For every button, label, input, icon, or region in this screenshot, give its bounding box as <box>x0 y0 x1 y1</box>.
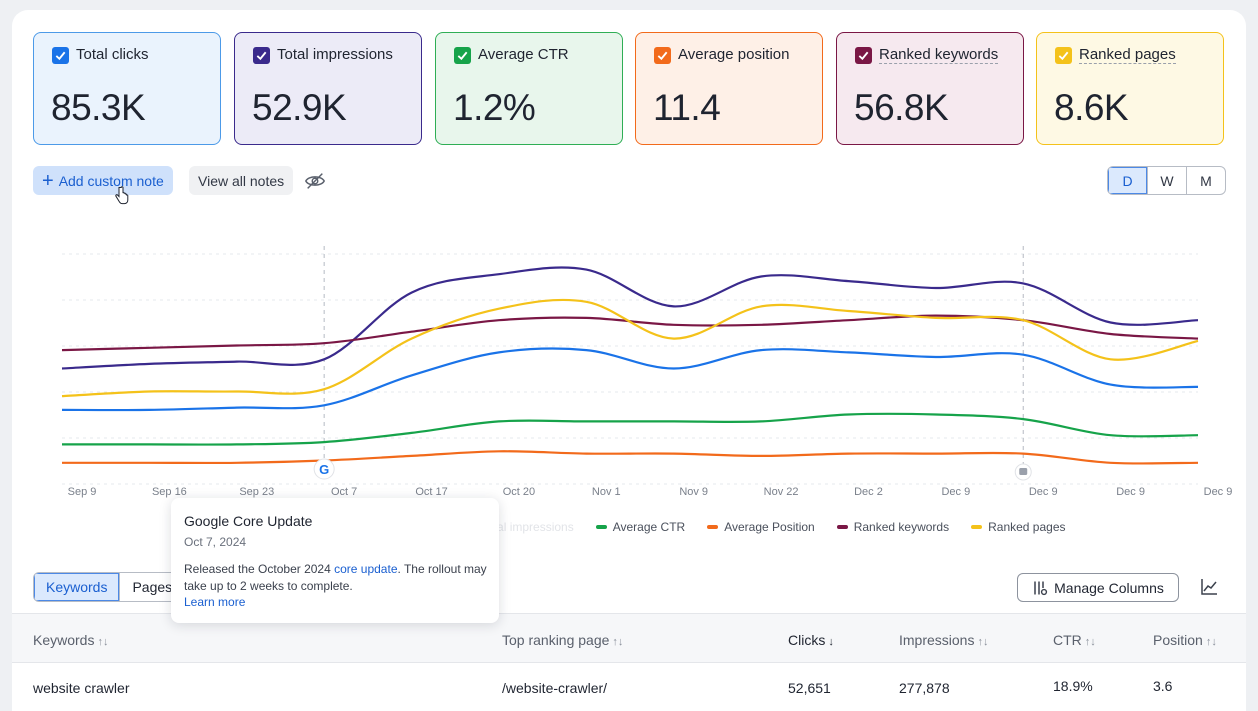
add-custom-note-label: Add custom note <box>58 172 164 189</box>
checkbox-checked-icon[interactable] <box>654 47 671 64</box>
legend-swatch <box>971 525 983 529</box>
hide-notes-icon[interactable] <box>304 170 326 192</box>
column-header-top-ranking-page[interactable]: Top ranking page ↑↓ <box>502 632 624 648</box>
checkbox-checked-icon[interactable] <box>855 47 872 64</box>
metric-label: Average position <box>678 46 790 63</box>
column-header-ctr[interactable]: CTR ↑↓ <box>1053 632 1096 648</box>
legend-swatch <box>836 525 848 529</box>
metric-card-average-position[interactable]: Average position 11.4 <box>635 32 823 145</box>
cell-impressions: 277,878 <box>899 680 950 696</box>
dashboard-panel: Total clicks 85.3K Total impressions 52.9K A… <box>12 10 1246 711</box>
checkbox-checked-icon[interactable] <box>52 47 69 64</box>
x-tick-label: Nov 22 <box>764 486 799 498</box>
learn-more-link[interactable]: Learn more <box>184 595 246 609</box>
metric-card-total-clicks[interactable]: Total clicks 85.3K <box>33 32 221 145</box>
cell-ctr: 18.9% <box>1053 678 1093 694</box>
legend-item-average-ctr[interactable]: Average CTR <box>595 520 686 534</box>
series-line-total-impressions[interactable] <box>61 266 1199 370</box>
manage-columns-button[interactable]: Manage Columns <box>1017 573 1179 602</box>
checkbox-checked-icon[interactable] <box>454 47 471 64</box>
x-tick-label: Oct 17 <box>415 486 447 498</box>
cell-clicks: 52,651 <box>788 680 831 696</box>
performance-chart: Sep 9 Sep 16 Sep 23 Oct 7 Oct 17 Oct 20 Nov 1 N… <box>61 246 1233 498</box>
metric-card-average-ctr[interactable]: Average CTR 1.2% <box>435 32 623 145</box>
metric-value: 52.9K <box>252 87 347 128</box>
table-tabs: Keywords Pages <box>33 572 186 602</box>
series-line-average-ctr[interactable] <box>61 412 1199 446</box>
legend-label: Average Position <box>724 520 815 534</box>
x-tick-label: Dec 9 <box>1204 486 1233 498</box>
metric-card-ranked-pages[interactable]: Ranked pages 8.6K <box>1036 32 1224 145</box>
legend-swatch <box>707 525 719 529</box>
legend-item-ranked-pages[interactable]: Ranked pages <box>971 520 1066 534</box>
metric-label: Total clicks <box>76 46 149 63</box>
manage-columns-label: Manage Columns <box>1054 579 1164 596</box>
metric-value: 11.4 <box>653 87 721 128</box>
legend-item-average-position[interactable]: Average Position <box>707 520 815 534</box>
x-tick-label: Dec 9 <box>1116 486 1145 498</box>
cell-top-ranking-page[interactable]: /website-crawler/ <box>502 680 608 696</box>
core-update-link[interactable]: core update <box>334 562 398 576</box>
metric-value: 85.3K <box>51 87 146 128</box>
x-tick-label: Sep 16 <box>152 486 187 498</box>
x-tick-label: Nov 1 <box>592 486 621 498</box>
column-header-position[interactable]: Position ↑↓ <box>1153 632 1217 648</box>
granularity-option-m[interactable]: M <box>1186 167 1225 194</box>
legend-item-ranked-keywords[interactable]: Ranked keywords <box>836 520 950 534</box>
legend-label: Ranked pages <box>988 520 1066 534</box>
tab-pages[interactable]: Pages <box>119 573 184 601</box>
metric-card-ranked-keywords[interactable]: Ranked keywords 56.8K <box>836 32 1024 145</box>
x-tick-label: Sep 23 <box>239 486 274 498</box>
hand-cursor-icon <box>115 186 129 205</box>
metric-value: 8.6K <box>1054 87 1129 128</box>
checkbox-checked-icon[interactable] <box>253 47 270 64</box>
column-header-keywords[interactable]: Keywords ↑↓ <box>33 632 109 648</box>
metric-label: Average CTR <box>478 46 569 63</box>
series-line-ranked-pages[interactable] <box>61 298 1199 398</box>
google-icon: G <box>319 462 329 477</box>
tooltip-date: Oct 7, 2024 <box>184 535 247 549</box>
tab-keywords[interactable]: Keywords <box>34 573 120 601</box>
column-header-clicks[interactable]: Clicks ↓ <box>788 632 834 648</box>
series-line-total-clicks[interactable] <box>61 347 1199 412</box>
columns-settings-icon <box>1034 581 1048 595</box>
granularity-option-w[interactable]: W <box>1147 167 1186 194</box>
legend-label: Average CTR <box>612 520 686 534</box>
granularity-option-d[interactable]: D <box>1108 167 1147 194</box>
x-tick-label: Dec 9 <box>941 486 970 498</box>
plus-icon: + <box>42 169 54 192</box>
x-tick-label: Oct 7 <box>331 486 357 498</box>
legend-label: Total impressions <box>481 520 574 534</box>
x-tick-label: Nov 9 <box>679 486 708 498</box>
cell-keyword[interactable]: website crawler <box>33 680 130 696</box>
chart-toggle-icon[interactable] <box>1200 578 1218 596</box>
tooltip-body: Released the October 2024 core update. T… <box>184 562 487 593</box>
google-update-tooltip: Google Core Update Oct 7, 2024 Released … <box>171 498 499 623</box>
legend-swatch <box>595 525 607 529</box>
metric-label: Ranked keywords <box>879 46 999 64</box>
metric-value: 1.2% <box>453 87 536 128</box>
marker-badge <box>313 458 335 480</box>
x-tick-label: Sep 9 <box>68 486 97 498</box>
custom-note-marker[interactable] <box>1014 463 1032 481</box>
metric-value: 56.8K <box>854 87 949 128</box>
view-all-notes-label: View all notes <box>198 172 285 189</box>
series-line-average-position[interactable] <box>62 450 1199 465</box>
x-tick-label: Dec 9 <box>1029 486 1058 498</box>
view-all-notes-button[interactable]: View all notes <box>189 166 294 195</box>
x-tick-label: Oct 20 <box>503 486 535 498</box>
cell-position: 3.6 <box>1153 678 1173 694</box>
note-icon <box>1019 468 1028 475</box>
add-custom-note-button[interactable]: + Add custom note <box>33 166 173 195</box>
metric-label: Ranked pages <box>1079 46 1176 64</box>
x-tick-label: Dec 2 <box>854 486 883 498</box>
tooltip-title: Google Core Update <box>184 513 313 529</box>
legend-label: Ranked keywords <box>853 520 950 534</box>
google-update-marker[interactable]: G <box>313 458 335 480</box>
column-header-impressions[interactable]: Impressions ↑↓ <box>899 632 989 648</box>
metric-label: Total impressions <box>277 46 393 63</box>
checkbox-checked-icon[interactable] <box>1055 47 1072 64</box>
metric-card-total-impressions[interactable]: Total impressions 52.9K <box>234 32 422 145</box>
